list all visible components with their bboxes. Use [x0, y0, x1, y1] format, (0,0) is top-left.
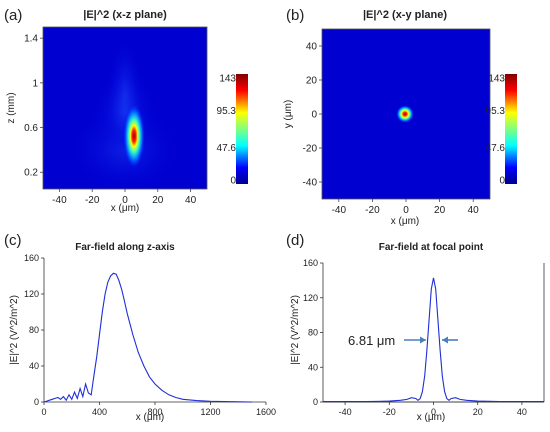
arrow-left-icon — [442, 336, 448, 344]
b-ytick-label: 0 — [311, 110, 317, 121]
xlabel-d: x (μm) — [417, 412, 446, 423]
heatmap-a — [43, 27, 207, 189]
a-colorbar-label: 47.6 — [217, 143, 237, 154]
d-xtick-label: 20 — [473, 407, 483, 417]
c-ytick-label: 40 — [29, 361, 39, 371]
panel-title-a: |E|^2 (x-z plane) — [83, 9, 167, 21]
a-colorbar-label: 95.3 — [217, 106, 237, 117]
a-xtick-label: -40 — [52, 195, 67, 206]
ylabel-a: z (mm) — [6, 92, 17, 123]
d-ytick-label: 120 — [303, 293, 318, 303]
panel-d: (d) Far-field at focal point -40 -20 0 20 40… — [286, 232, 545, 423]
panel-c: (c) Far-field along z-axis 0 400 800 1200 16… — [4, 232, 276, 423]
xlabel-b: x (μm) — [391, 216, 420, 227]
arrow-right-icon — [420, 336, 426, 344]
panel-b: (b) |E|^2 (x-y plane) -40 -20 0 20 40 -40 -20 0… — [283, 7, 517, 227]
a-xtick-label: 0 — [122, 195, 128, 206]
axes-c: 0 400 800 1200 1600 0 40 80 120 160 — [24, 253, 276, 417]
hotspot-a — [123, 103, 145, 169]
c-xtick-label: 400 — [92, 407, 107, 417]
a-colorbar-label: 0 — [230, 176, 236, 187]
colorbar-ticks-a: 0 47.6 95.3 143 — [217, 74, 237, 187]
b-xtick-label: 0 — [403, 205, 409, 216]
fwhm-label: 6.81 μm — [348, 333, 395, 348]
d-xtick-label: -40 — [339, 407, 352, 417]
a-xtick-label: 40 — [185, 195, 197, 206]
c-xtick-label: 0 — [41, 407, 46, 417]
a-colorbar-label: 143 — [219, 74, 236, 85]
b-ytick-label: 20 — [306, 76, 318, 87]
c-xtick-label: 1600 — [256, 407, 276, 417]
c-ytick-label: 0 — [34, 397, 39, 407]
b-xtick-label: 20 — [434, 205, 446, 216]
xlabel-a: x (μm) — [111, 203, 140, 214]
panel-a: (a) |E|^2 (x-z plane) -40 -20 0 20 40 0.2 0.6 1… — [4, 7, 248, 214]
panel-title-d: Far-field at focal point — [379, 242, 484, 253]
d-ytick-label: 40 — [308, 362, 318, 372]
b-colorbar-label: 47.6 — [486, 143, 506, 154]
colorbar-a — [236, 74, 248, 184]
c-ytick-label: 120 — [24, 289, 39, 299]
a-ytick-label: 0.2 — [24, 168, 38, 179]
a-xtick-label: -20 — [85, 195, 100, 206]
ylabel-b: y (μm) — [283, 100, 294, 129]
a-ytick-label: 0.6 — [24, 123, 38, 134]
panel-label-d: (d) — [286, 232, 304, 249]
b-xtick-label: 40 — [468, 205, 480, 216]
d-xtick-label: -20 — [383, 407, 396, 417]
axes-d: -40 -20 0 20 40 0 40 80 120 160 — [303, 258, 545, 417]
a-ytick-label: 1.4 — [24, 34, 38, 45]
axis-ticks-b: -40 -20 0 20 40 -40 -20 0 20 40 — [303, 42, 480, 217]
series-line-c — [43, 272, 253, 403]
colorbar-b — [505, 74, 517, 184]
b-colorbar-label: 143 — [488, 74, 505, 85]
panel-label-b: (b) — [286, 7, 304, 24]
hotspot-b — [396, 105, 414, 123]
panel-title-c: Far-field along z-axis — [75, 242, 175, 253]
d-ytick-label: 80 — [308, 328, 318, 338]
xlabel-c: x (μm) — [136, 412, 165, 423]
b-ytick-label: 40 — [306, 42, 318, 53]
b-xtick-label: -40 — [332, 205, 347, 216]
ylabel-d: |E|^2 (V^2/m^2) — [290, 295, 301, 365]
panel-label-a: (a) — [4, 7, 22, 24]
d-xtick-label: 40 — [517, 407, 527, 417]
c-ytick-label: 80 — [29, 325, 39, 335]
c-xtick-label: 1200 — [200, 407, 220, 417]
axis-ticks-a: -40 -20 0 20 40 0.2 0.6 1 1.4 — [24, 34, 197, 206]
b-ytick-label: -20 — [303, 144, 318, 155]
b-colorbar-label: 95.3 — [486, 106, 506, 117]
a-ytick-label: 1 — [32, 78, 38, 89]
a-xtick-label: 20 — [152, 195, 164, 206]
panel-title-b: |E|^2 (x-y plane) — [363, 9, 447, 21]
d-ytick-label: 0 — [313, 397, 318, 407]
b-colorbar-label: 0 — [499, 176, 505, 187]
c-xtick-label: 800 — [147, 407, 162, 417]
d-xtick-label: 0 — [431, 407, 436, 417]
fwhm-annotation: 6.81 μm — [348, 333, 458, 348]
b-ytick-label: -40 — [303, 178, 318, 189]
d-ytick-label: 160 — [303, 258, 318, 268]
b-xtick-label: -20 — [365, 205, 380, 216]
series-line-d — [323, 277, 544, 403]
c-ytick-label: 160 — [24, 253, 39, 263]
colorbar-ticks-b: 0 47.6 95.3 143 — [486, 74, 506, 187]
panel-label-c: (c) — [4, 232, 22, 249]
ylabel-c: |E|^2 (V^2/m^2) — [9, 295, 20, 365]
